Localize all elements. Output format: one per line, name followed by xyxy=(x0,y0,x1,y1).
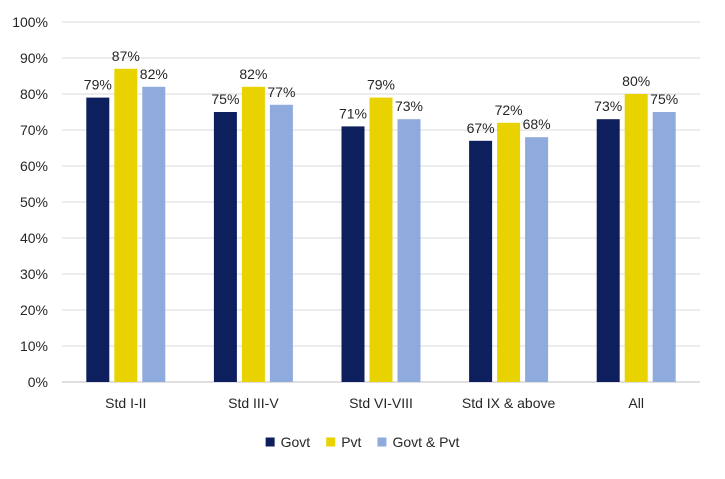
bar xyxy=(241,86,265,383)
x-axis-categories: Std I-II Std III-V Std VI-VIII Std IX & abo… xyxy=(105,395,644,411)
bar xyxy=(624,94,648,382)
bar xyxy=(652,112,676,382)
x-category-label: Std IX & above xyxy=(462,395,556,411)
data-label: 73% xyxy=(594,98,622,114)
bar xyxy=(596,119,620,382)
data-label: 79% xyxy=(367,77,395,93)
bar xyxy=(497,122,521,383)
y-tick-label: 70% xyxy=(20,122,48,138)
bar xyxy=(86,97,110,382)
data-label: 80% xyxy=(622,73,650,89)
legend-label: Govt & Pvt xyxy=(392,434,459,450)
bar xyxy=(114,68,138,383)
data-label: 71% xyxy=(339,105,367,121)
y-tick-label: 80% xyxy=(20,86,48,102)
y-axis-ticks: 0% 10% 20% 30% 40% 50% 60% 70% 80% 90% 100% xyxy=(12,14,48,390)
x-category-label: Std VI-VIII xyxy=(349,395,413,411)
x-category-label: All xyxy=(628,395,644,411)
x-category-label: Std III-V xyxy=(228,395,279,411)
bar xyxy=(269,104,293,383)
y-tick-label: 100% xyxy=(12,14,48,30)
bar xyxy=(397,119,421,382)
data-label: 68% xyxy=(523,116,551,132)
data-label: 87% xyxy=(112,48,140,64)
data-label: 82% xyxy=(140,66,168,82)
x-category-label: Std I-II xyxy=(105,395,146,411)
data-label: 72% xyxy=(495,102,523,118)
data-label: 79% xyxy=(84,77,112,93)
bar xyxy=(469,140,493,382)
data-label: 77% xyxy=(267,84,295,100)
bar xyxy=(369,97,393,382)
legend-swatch xyxy=(377,437,387,447)
legend-swatch xyxy=(326,437,336,447)
data-label: 75% xyxy=(211,91,239,107)
legend-swatch xyxy=(265,437,275,447)
data-label: 73% xyxy=(395,98,423,114)
y-tick-label: 30% xyxy=(20,266,48,282)
bars xyxy=(86,68,676,383)
y-tick-label: 90% xyxy=(20,50,48,66)
y-tick-label: 60% xyxy=(20,158,48,174)
y-tick-label: 20% xyxy=(20,302,48,318)
y-tick-label: 10% xyxy=(20,338,48,354)
bar xyxy=(525,137,549,382)
data-labels: 79%87%82%75%82%77%71%79%73%67%72%68%73%8… xyxy=(84,48,678,136)
bar xyxy=(341,126,365,383)
legend-label: Govt xyxy=(281,434,311,450)
data-label: 75% xyxy=(650,91,678,107)
y-tick-label: 40% xyxy=(20,230,48,246)
data-label: 67% xyxy=(467,120,495,136)
y-tick-label: 50% xyxy=(20,194,48,210)
bar xyxy=(142,86,166,383)
legend: Govt Pvt Govt & Pvt xyxy=(265,434,459,450)
bar xyxy=(213,112,237,382)
data-label: 82% xyxy=(239,66,267,82)
legend-label: Pvt xyxy=(341,434,361,450)
y-tick-label: 0% xyxy=(28,374,48,390)
